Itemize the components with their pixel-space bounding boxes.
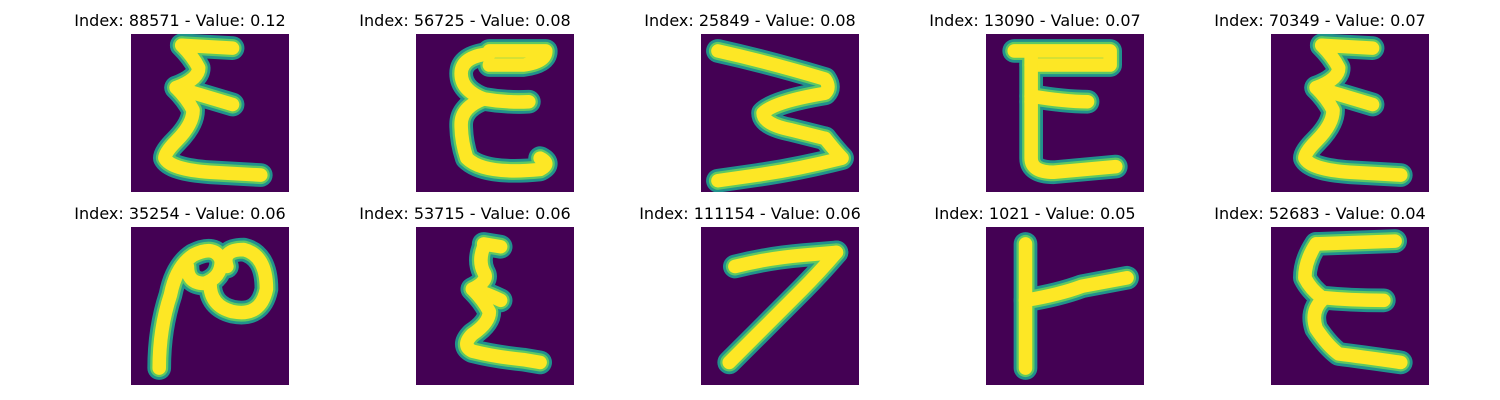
glyph-stroke [1307,293,1408,370]
panel-title: Index: 52683 - Value: 0.04 [1214,204,1426,223]
glyph-stroke [158,80,268,182]
panel-title: Index: 111154 - Value: 0.06 [639,204,861,223]
glyph-stroke [711,44,835,146]
glyph-stroke [1298,80,1408,182]
glyph-stroke [1018,271,1134,308]
image-panel: Index: 56725 - Value: 0.08 [315,0,615,192]
glyph-stroke [460,282,547,370]
glyph-stroke [1298,237,1391,308]
character-image [701,34,859,192]
glyph-stroke [1309,234,1402,251]
panel-title: Index: 88571 - Value: 0.12 [74,11,286,30]
glyph-stroke [482,44,553,72]
image-panel: Index: 52683 - Value: 0.04 [1170,193,1470,385]
glyph-stroke [169,38,240,112]
image-panel: Index: 111154 - Value: 0.06 [600,193,900,385]
image-panel: Index: 35254 - Value: 0.06 [30,193,330,385]
image-panel: Index: 25849 - Value: 0.08 [600,0,900,192]
character-image [701,227,859,385]
character-image [416,227,574,385]
character-image [1271,227,1429,385]
panel-title: Index: 25849 - Value: 0.08 [644,11,856,30]
glyph-stroke [465,239,508,308]
panel-title: Index: 13090 - Value: 0.07 [929,11,1141,30]
panel-title: Index: 35254 - Value: 0.06 [74,204,286,223]
panel-title: Index: 70349 - Value: 0.07 [1214,11,1426,30]
character-image [1271,34,1429,192]
glyph-stroke [152,243,229,375]
glyph-stroke [1007,44,1117,72]
panel-title: Index: 56725 - Value: 0.08 [359,11,571,30]
image-panel: Index: 70349 - Value: 0.07 [1170,0,1470,192]
character-image [131,34,289,192]
image-panel: Index: 53715 - Value: 0.06 [315,193,615,385]
image-background [986,227,1144,385]
panel-title: Index: 53715 - Value: 0.06 [359,204,571,223]
glyph-stroke [454,92,553,178]
glyph-stroke [454,46,536,109]
character-image [986,34,1144,192]
character-image [416,34,574,192]
image-panel: Index: 13090 - Value: 0.07 [885,0,1185,192]
glyph-stroke [1309,38,1380,112]
glyph-stroke [1024,94,1123,180]
character-image [986,227,1144,385]
glyph-stroke [711,131,849,188]
glyph-stroke [728,245,844,274]
image-panel: Index: 88571 - Value: 0.12 [30,0,330,192]
character-image [131,227,289,385]
image-panel: Index: 1021 - Value: 0.05 [885,193,1185,385]
panel-title: Index: 1021 - Value: 0.05 [934,204,1136,223]
glyph-stroke [722,245,844,370]
glyph-stroke [1024,89,1095,109]
glyph-stroke [203,242,274,320]
